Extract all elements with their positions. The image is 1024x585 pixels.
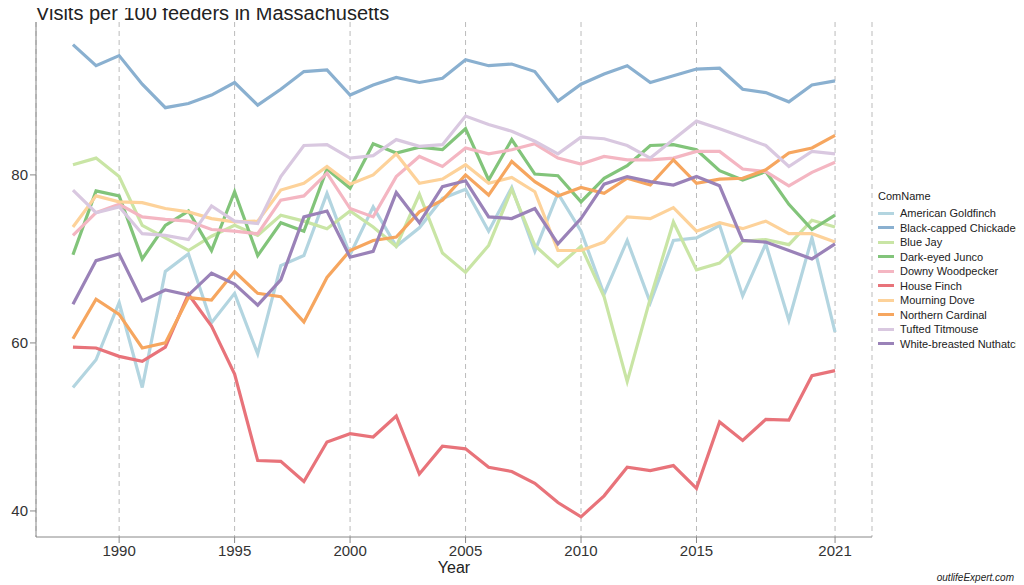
html-text:Downy Woodpecker: Downy Woodpecker xyxy=(900,265,999,278)
svg-text:1995: 1995 xyxy=(218,542,251,559)
html-text:Mourning Dove: Mourning Dove xyxy=(900,294,975,307)
html-text:House Finch: House Finch xyxy=(900,279,962,292)
html-text:Blue Jay: Blue Jay xyxy=(900,236,943,249)
svg-text:1990: 1990 xyxy=(102,542,135,559)
svg-text:2000: 2000 xyxy=(333,542,366,559)
svg-text:2010: 2010 xyxy=(564,542,597,559)
html-text:American Goldfinch: American Goldfinch xyxy=(900,207,996,220)
svg-text:2015: 2015 xyxy=(680,542,713,559)
svg-text:80: 80 xyxy=(11,166,28,183)
html-text:Tufted Titmouse: Tufted Titmouse xyxy=(900,323,979,336)
html-text:ComName: ComName xyxy=(878,190,931,202)
svg-text:40: 40 xyxy=(11,502,28,519)
html-text:Dark-eyed Junco: Dark-eyed Junco xyxy=(900,250,984,263)
html-text:outlifeExpert.com: outlifeExpert.com xyxy=(936,572,1014,583)
svg-text:2021: 2021 xyxy=(818,542,851,559)
svg-text:60: 60 xyxy=(11,334,28,351)
svg-text:Year: Year xyxy=(438,559,471,576)
html-text:Visits per 100 feeders in Mass: Visits per 100 feeders in Massachusetts xyxy=(36,2,390,24)
html-text:White-breasted Nuthatch: White-breasted Nuthatch xyxy=(900,337,1022,350)
svg-text:2005: 2005 xyxy=(449,542,482,559)
html-text:Black-capped Chickadee: Black-capped Chickadee xyxy=(900,221,1022,234)
html-text:Northern Cardinal: Northern Cardinal xyxy=(900,308,987,321)
